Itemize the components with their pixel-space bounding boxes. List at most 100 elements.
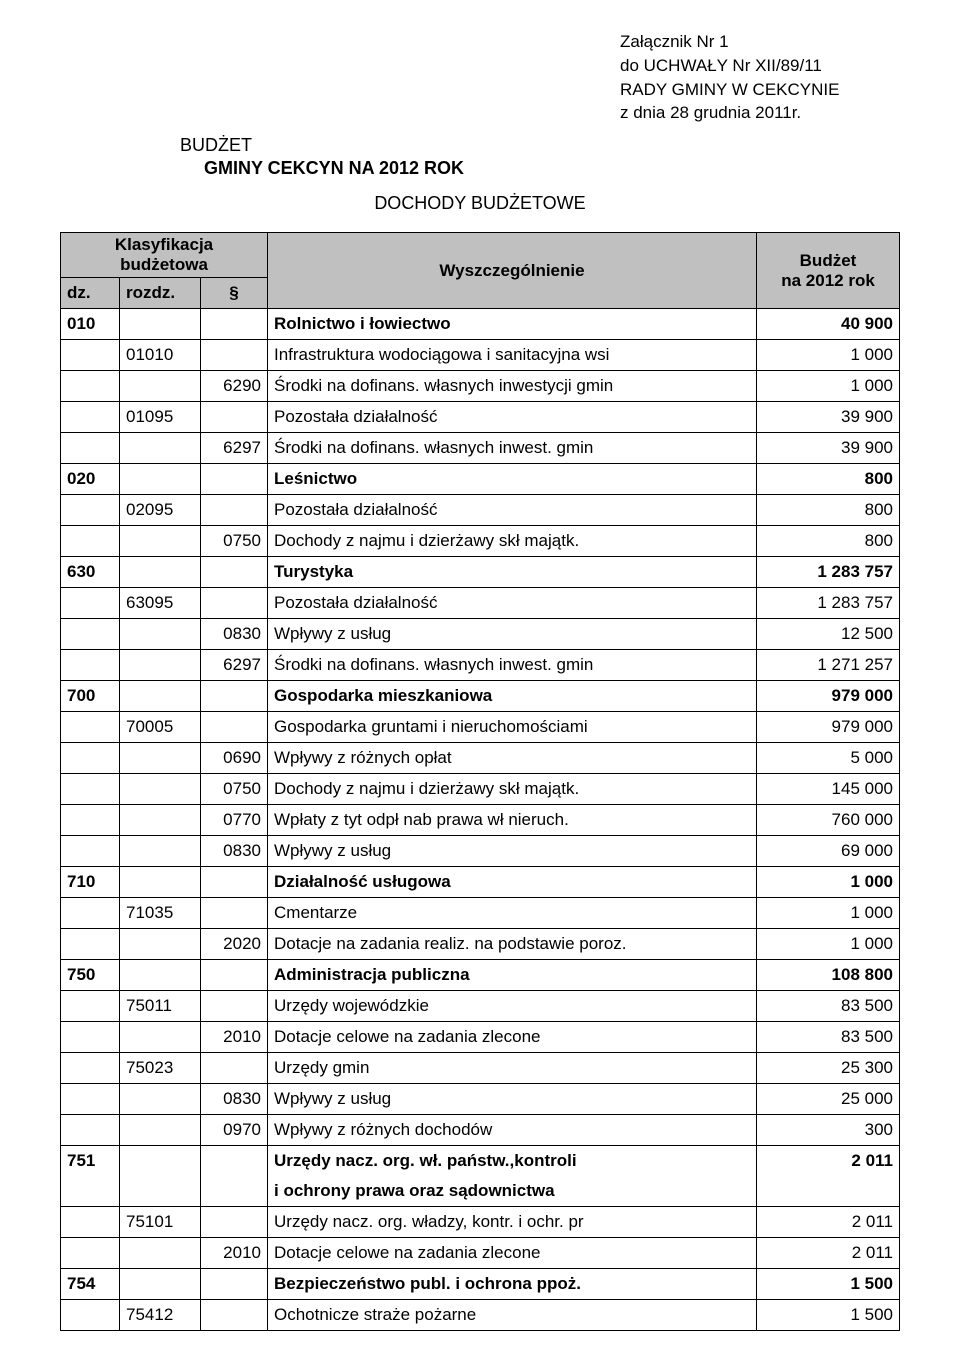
cell-dz: [61, 805, 120, 836]
cell-par: [201, 898, 268, 929]
cell-par: [201, 1176, 268, 1207]
cell-desc: Pozostała działalność: [268, 588, 757, 619]
cell-rozdz: [120, 464, 201, 495]
cell-rozdz: [120, 867, 201, 898]
table-row: 754Bezpieczeństwo publ. i ochrona ppoż.1…: [61, 1269, 900, 1300]
cell-rozdz: 75101: [120, 1207, 201, 1238]
cell-desc: Rolnictwo i łowiectwo: [268, 309, 757, 340]
table-row: 2020Dotacje na zadania realiz. na podsta…: [61, 929, 900, 960]
cell-desc: Wpływy z różnych dochodów: [268, 1115, 757, 1146]
cell-dz: [61, 743, 120, 774]
cell-desc: Wpływy z usług: [268, 1084, 757, 1115]
header-text: Budżet: [763, 251, 893, 271]
header-par: §: [201, 278, 268, 309]
cell-val: 1 000: [757, 898, 900, 929]
cell-rozdz: [120, 836, 201, 867]
cell-dz: 710: [61, 867, 120, 898]
cell-desc: Bezpieczeństwo publ. i ochrona ppoż.: [268, 1269, 757, 1300]
cell-dz: 010: [61, 309, 120, 340]
table-row: 63095Pozostała działalność1 283 757: [61, 588, 900, 619]
cell-desc: Dotacje celowe na zadania zlecone: [268, 1238, 757, 1269]
cell-rozdz: [120, 1146, 201, 1177]
cell-desc: Pozostała działalność: [268, 495, 757, 526]
cell-dz: [61, 340, 120, 371]
cell-dz: 630: [61, 557, 120, 588]
table-row: 0690Wpływy z różnych opłat5 000: [61, 743, 900, 774]
budget-table: Klasyfikacja budżetowa Wyszczególnienie …: [60, 232, 900, 1331]
cell-dz: [61, 1300, 120, 1331]
cell-desc: Wpływy z usług: [268, 619, 757, 650]
table-body: 010Rolnictwo i łowiectwo40 90001010Infra…: [61, 309, 900, 1331]
cell-par: [201, 495, 268, 526]
cell-dz: [61, 929, 120, 960]
cell-val: 800: [757, 464, 900, 495]
cell-desc: Wpływy z różnych opłat: [268, 743, 757, 774]
cell-val: 25 300: [757, 1053, 900, 1084]
cell-dz: [61, 588, 120, 619]
cell-rozdz: 75011: [120, 991, 201, 1022]
cell-dz: [61, 1053, 120, 1084]
cell-val: 1 000: [757, 867, 900, 898]
cell-desc: Gospodarka gruntami i nieruchomościami: [268, 712, 757, 743]
table-row: 6297Środki na dofinans. własnych inwest.…: [61, 433, 900, 464]
cell-desc: Cmentarze: [268, 898, 757, 929]
table-row: 710Działalność usługowa1 000: [61, 867, 900, 898]
cell-val: 1 000: [757, 340, 900, 371]
attachment-line: z dnia 28 grudnia 2011r.: [620, 101, 900, 125]
header-dz: dz.: [61, 278, 120, 309]
cell-rozdz: 71035: [120, 898, 201, 929]
table-row: 75023Urzędy gmin25 300: [61, 1053, 900, 1084]
cell-val: 40 900: [757, 309, 900, 340]
cell-rozdz: [120, 1022, 201, 1053]
cell-rozdz: [120, 1269, 201, 1300]
cell-desc: Wpłaty z tyt odpł nab prawa wł nieruch.: [268, 805, 757, 836]
cell-dz: [61, 774, 120, 805]
cell-par: 2020: [201, 929, 268, 960]
cell-val: 83 500: [757, 1022, 900, 1053]
cell-par: [201, 402, 268, 433]
cell-rozdz: 63095: [120, 588, 201, 619]
cell-dz: [61, 526, 120, 557]
cell-rozdz: [120, 557, 201, 588]
cell-dz: 700: [61, 681, 120, 712]
cell-desc: Środki na dofinans. własnych inwest. gmi…: [268, 650, 757, 681]
table-row: 6297Środki na dofinans. własnych inwest.…: [61, 650, 900, 681]
cell-rozdz: [120, 650, 201, 681]
cell-rozdz: [120, 526, 201, 557]
cell-par: 2010: [201, 1238, 268, 1269]
cell-desc: Dotacje na zadania realiz. na podstawie …: [268, 929, 757, 960]
cell-val: 2 011: [757, 1146, 900, 1177]
cell-par: 0970: [201, 1115, 268, 1146]
table-row: 0830Wpływy z usług12 500: [61, 619, 900, 650]
table-row: 630Turystyka1 283 757: [61, 557, 900, 588]
cell-rozdz: [120, 1176, 201, 1207]
cell-val: 39 900: [757, 433, 900, 464]
cell-val: 760 000: [757, 805, 900, 836]
cell-dz: [61, 1207, 120, 1238]
table-row: 0770Wpłaty z tyt odpł nab prawa wł nieru…: [61, 805, 900, 836]
title-line-1: BUDŻET: [180, 135, 900, 156]
header-text: budżetowa: [67, 255, 261, 275]
cell-rozdz: 01095: [120, 402, 201, 433]
table-row: 02095Pozostała działalność800: [61, 495, 900, 526]
cell-desc: Administracja publiczna: [268, 960, 757, 991]
cell-rozdz: 02095: [120, 495, 201, 526]
table-row: 70005Gospodarka gruntami i nieruchomości…: [61, 712, 900, 743]
table-row: 75101Urzędy nacz. org. władzy, kontr. i …: [61, 1207, 900, 1238]
cell-par: 0830: [201, 1084, 268, 1115]
table-row: 01095Pozostała działalność39 900: [61, 402, 900, 433]
cell-desc: Pozostała działalność: [268, 402, 757, 433]
cell-par: [201, 309, 268, 340]
cell-rozdz: [120, 681, 201, 712]
cell-par: [201, 1053, 268, 1084]
cell-par: 6297: [201, 650, 268, 681]
cell-par: 0830: [201, 619, 268, 650]
title-block: BUDŻET GMINY CEKCYN NA 2012 ROK DOCHODY …: [60, 135, 900, 214]
table-row: 020Leśnictwo800: [61, 464, 900, 495]
cell-dz: 750: [61, 960, 120, 991]
table-row: 0750Dochody z najmu i dzierżawy skł mają…: [61, 774, 900, 805]
cell-val: 979 000: [757, 712, 900, 743]
cell-par: 0830: [201, 836, 268, 867]
cell-rozdz: [120, 619, 201, 650]
table-row: 750Administracja publiczna108 800: [61, 960, 900, 991]
